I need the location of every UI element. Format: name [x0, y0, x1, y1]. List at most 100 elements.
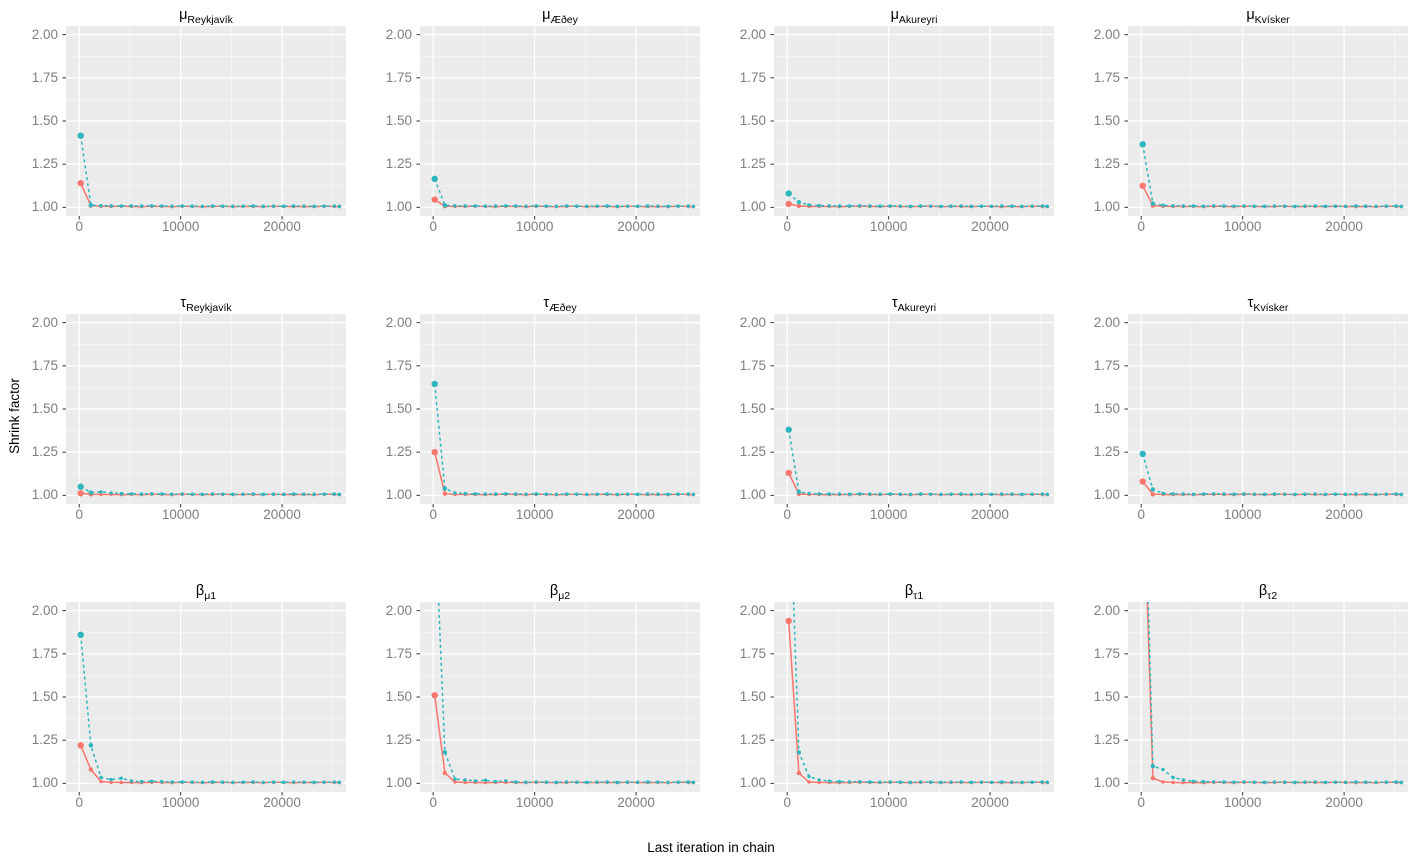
upper-ci-point [868, 492, 872, 496]
y-tick-label: 1.50 [385, 113, 412, 128]
upper-ci-point [170, 204, 174, 208]
panel-title-symbol: β [195, 583, 205, 599]
series-group [785, 190, 1050, 209]
y-tick-label: 1.00 [385, 487, 412, 503]
y-tick-label: 1.50 [1093, 689, 1120, 704]
shrink-factor-plot-beta-mu2 [416, 602, 700, 796]
y-tick-label: 1.00 [385, 775, 412, 791]
y-tick-label: 1.75 [1093, 69, 1120, 85]
median-point [1161, 780, 1165, 784]
upper-ci-point [817, 203, 821, 208]
upper-ci-point [827, 492, 831, 496]
y-tick-label: 2.00 [1093, 314, 1120, 330]
upper-ci-point [625, 204, 630, 208]
median-point [99, 779, 103, 784]
upper-ci-point [129, 204, 134, 208]
y-axis-tick-labels: 1.00 1.25 1.50 1.75 2.00 [370, 602, 420, 792]
upper-ci-point [210, 492, 215, 496]
upper-ci-point [1262, 204, 1267, 209]
upper-ci-point [1045, 780, 1050, 785]
upper-ci-point [504, 779, 508, 783]
series-group [1139, 450, 1404, 497]
median-point [1139, 478, 1146, 485]
upper-ci-point [785, 426, 792, 433]
upper-ci-point [442, 486, 448, 491]
y-tick-label: 1.50 [1093, 401, 1120, 416]
upper-ci-point [929, 492, 933, 496]
upper-ci-point [949, 492, 953, 496]
upper-ci-point [463, 204, 467, 208]
upper-ci-point [646, 780, 650, 784]
y-tick-label: 2.00 [1093, 602, 1120, 618]
x-axis-tick-labels: 0 10000 20000 [66, 216, 346, 236]
upper-ci-point [1181, 778, 1185, 782]
y-tick-label: 2.00 [739, 602, 766, 618]
upper-ci-point [292, 204, 296, 208]
shrink-factor-plot-tau-aedey [416, 314, 700, 508]
panel-title-subscript: Akureyri [897, 301, 937, 314]
upper-ci-point [1293, 492, 1297, 497]
upper-ci-point [1040, 492, 1045, 496]
upper-ci-point [1374, 780, 1378, 785]
y-tick-label: 1.25 [739, 156, 766, 172]
upper-ci-point [1201, 204, 1206, 208]
x-tick-label: 0 [429, 507, 437, 522]
x-tick-label: 10000 [515, 507, 554, 522]
upper-ci-point [959, 204, 963, 208]
upper-ci-point [504, 492, 508, 496]
x-tick-label: 10000 [869, 507, 908, 522]
upper-ci-point [918, 780, 923, 784]
upper-ci-point [534, 204, 538, 208]
upper-ci-point [1343, 492, 1348, 497]
upper-ci-point [898, 204, 903, 208]
y-tick-label: 1.75 [739, 69, 766, 85]
upper-ci-point [827, 204, 831, 208]
x-tick-label: 10000 [869, 795, 908, 810]
upper-ci-point [686, 204, 691, 208]
x-tick-label: 0 [783, 507, 791, 522]
y-tick-label: 1.50 [31, 401, 58, 416]
y-tick-label: 1.25 [385, 156, 412, 172]
upper-ci-point [1283, 780, 1287, 784]
upper-ci-line [787, 429, 1048, 496]
upper-ci-point [858, 780, 862, 784]
panel-title: βτ2 [1128, 582, 1408, 602]
upper-ci-point [442, 750, 448, 755]
upper-ci-point [847, 780, 852, 784]
upper-ci-point [180, 204, 184, 208]
upper-ci-point [605, 780, 609, 784]
panel-title-subscript: τ1 [913, 589, 924, 602]
panel-title-symbol: τ [1247, 295, 1254, 311]
upper-ci-point [691, 780, 696, 785]
upper-ci-point [524, 780, 528, 784]
upper-ci-point [858, 492, 862, 496]
x-tick-label: 20000 [971, 795, 1009, 810]
upper-ci-point [1283, 492, 1287, 496]
plot-row: 1.00 1.25 1.50 1.75 2.00 [370, 314, 700, 508]
y-tick-label: 1.00 [739, 775, 766, 791]
series-group [77, 132, 342, 209]
upper-ci-point [837, 492, 842, 496]
upper-ci-point [1399, 780, 1404, 785]
upper-ci-point [160, 204, 164, 208]
upper-ci-point [1333, 780, 1338, 784]
x-axis-tick-labels: 0 10000 20000 [774, 216, 1054, 236]
upper-ci-point [1000, 492, 1004, 496]
series-group [785, 426, 1050, 497]
x-tick-label: 0 [75, 507, 83, 522]
upper-ci-point [656, 204, 660, 208]
upper-ci-point [493, 204, 498, 208]
upper-ci-point [1394, 780, 1399, 784]
y-tick-label: 2.00 [739, 26, 766, 42]
chart-panel-mu-kvisker: μKvísker 1.00 1.25 1.50 1.75 2.00 0 10000 20000 [1078, 6, 1408, 236]
upper-ci-point [1323, 492, 1328, 497]
upper-ci-point [150, 779, 154, 783]
upper-ci-point [302, 204, 306, 208]
upper-ci-point [807, 774, 811, 779]
x-tick-label: 0 [75, 219, 83, 234]
panel-title-subscript: Kvísker [1254, 13, 1290, 26]
upper-ci-point [605, 492, 609, 496]
y-tick-label: 1.00 [1093, 775, 1120, 791]
upper-ci-point [686, 780, 691, 784]
y-axis-tick-labels: 1.00 1.25 1.50 1.75 2.00 [1078, 314, 1128, 504]
